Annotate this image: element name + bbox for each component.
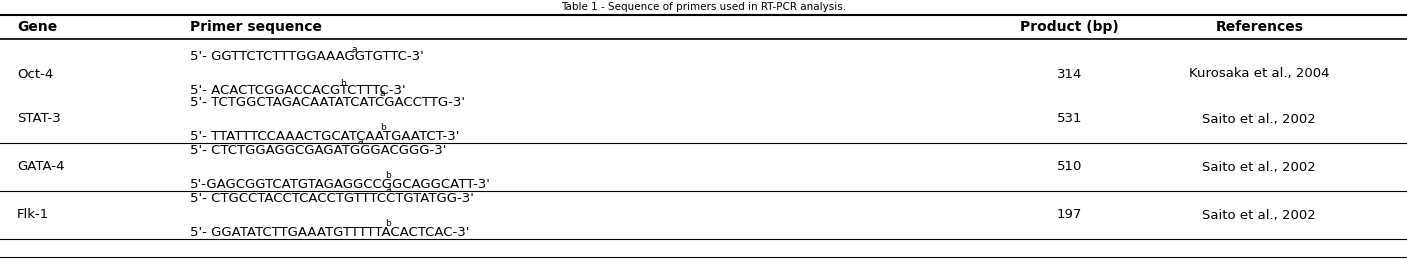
Text: Saito et al., 2002: Saito et al., 2002 [1203, 112, 1316, 125]
Text: b: b [380, 124, 386, 132]
Text: 5'- ACACTCGGACCACGTCTTTC-3': 5'- ACACTCGGACCACGTCTTTC-3' [190, 84, 405, 97]
Text: b: b [386, 171, 391, 180]
Text: 197: 197 [1057, 209, 1082, 222]
Text: References: References [1216, 20, 1303, 34]
Text: a: a [352, 45, 357, 53]
Text: 510: 510 [1057, 160, 1082, 174]
Text: 5'- CTGCCTACCTCACCTGTTTCCTGTATGG-3': 5'- CTGCCTACCTCACCTGTTTCCTGTATGG-3' [190, 191, 474, 205]
Text: 5'- CTCTGGAGGCGAGATGGGACGGG-3': 5'- CTCTGGAGGCGAGATGGGACGGG-3' [190, 143, 446, 156]
Text: 5'- GGTTCTCTTTGGAAAGGTGTTC-3': 5'- GGTTCTCTTTGGAAAGGTGTTC-3' [190, 50, 424, 64]
Text: Kurosaka et al., 2004: Kurosaka et al., 2004 [1189, 68, 1330, 80]
Text: Saito et al., 2002: Saito et al., 2002 [1203, 160, 1316, 174]
Text: a: a [380, 89, 386, 99]
Text: a: a [357, 138, 363, 147]
Text: Primer sequence: Primer sequence [190, 20, 322, 34]
Text: 5'- GGATATCTTGAAATGTTTTTACACTCAC-3': 5'- GGATATCTTGAAATGTTTTTACACTCAC-3' [190, 226, 470, 238]
Text: 531: 531 [1057, 112, 1082, 125]
Text: Saito et al., 2002: Saito et al., 2002 [1203, 209, 1316, 222]
Text: 5'-GAGCGGTCATGTAGAGGCCGGCAGGCATT-3': 5'-GAGCGGTCATGTAGAGGCCGGCAGGCATT-3' [190, 178, 491, 190]
Text: b: b [340, 78, 346, 88]
Text: 314: 314 [1057, 68, 1082, 80]
Text: 5'- TCTGGCTAGACAATATCATCGACCTTG-3': 5'- TCTGGCTAGACAATATCATCGACCTTG-3' [190, 96, 464, 108]
Text: 5'- TTATTTCCAAACTGCATCAATGAATCT-3': 5'- TTATTTCCAAACTGCATCAATGAATCT-3' [190, 129, 459, 143]
Text: STAT-3: STAT-3 [17, 112, 61, 125]
Text: GATA-4: GATA-4 [17, 160, 65, 174]
Text: Oct-4: Oct-4 [17, 68, 53, 80]
Text: Table 1 - Sequence of primers used in RT-PCR analysis.: Table 1 - Sequence of primers used in RT… [561, 2, 846, 12]
Text: Product (bp): Product (bp) [1020, 20, 1119, 34]
Text: a: a [386, 186, 391, 194]
Text: b: b [386, 219, 391, 229]
Text: Flk-1: Flk-1 [17, 209, 49, 222]
Text: Gene: Gene [17, 20, 58, 34]
